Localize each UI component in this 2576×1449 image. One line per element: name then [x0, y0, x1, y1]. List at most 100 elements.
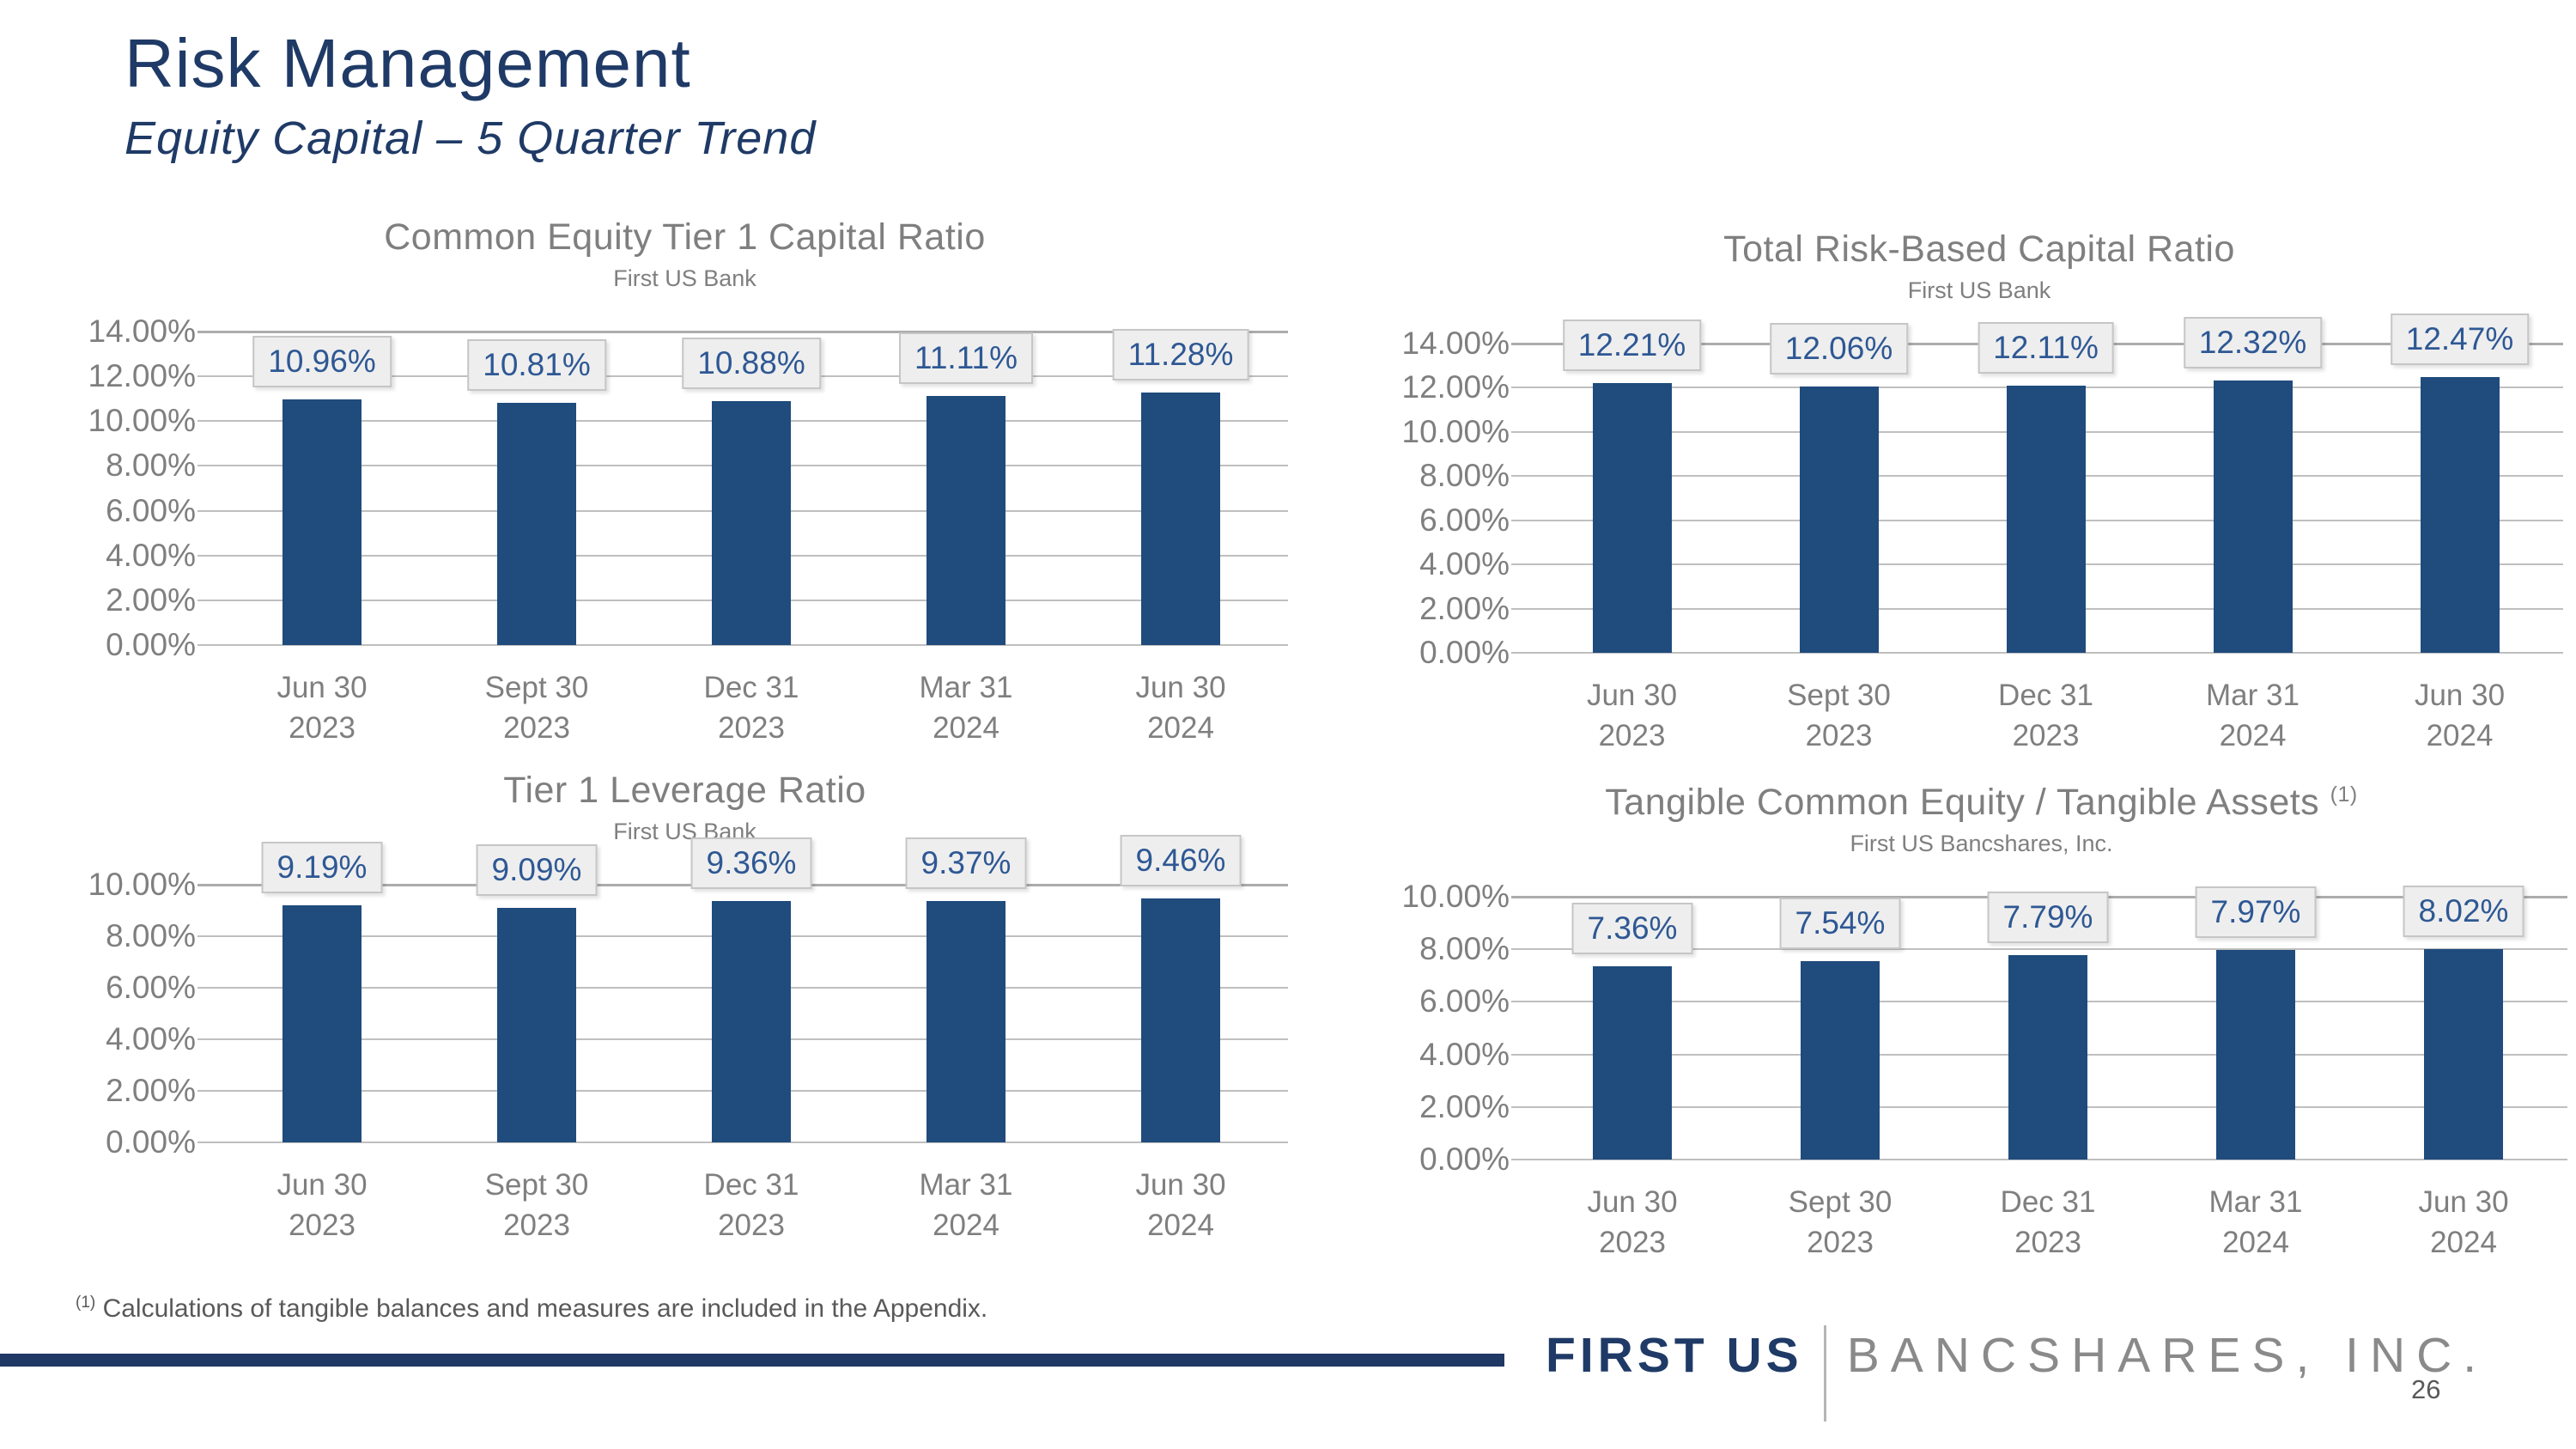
- chart-tangible-common-equity-tangible-assets: Tangible Common Equity / Tangible Assets…: [1395, 782, 2567, 1276]
- bar: [712, 901, 791, 1142]
- data-label: 8.02%: [2403, 885, 2524, 937]
- x-category-label: Mar 31 2024: [920, 667, 1013, 749]
- gridline: [197, 1142, 1288, 1143]
- logo-first-us: FIRST US: [1546, 1328, 1803, 1383]
- x-category-label: Jun 30 2023: [276, 667, 367, 749]
- chart-title-text: Total Risk-Based Capital Ratio: [1723, 228, 2235, 270]
- y-axis-tick-label: 8.00%: [1419, 458, 1510, 494]
- x-category-line: 2024: [933, 1209, 999, 1243]
- x-category-label: Mar 31 2024: [920, 1165, 1013, 1246]
- x-category-line: 2023: [289, 711, 355, 746]
- x-category-label: Jun 30 2024: [2418, 1182, 2508, 1263]
- x-category-label: Jun 30 2024: [1135, 1165, 1225, 1246]
- y-axis-tick-label: 0.00%: [106, 627, 196, 662]
- y-axis-tick-label: 4.00%: [106, 1021, 196, 1056]
- y-axis-tick-label: 4.00%: [1419, 546, 1510, 582]
- gridline: [1511, 652, 2563, 654]
- x-category-line: 2023: [718, 1209, 785, 1243]
- gridline: [1511, 1159, 2567, 1160]
- footnote-marker: (1): [76, 1294, 96, 1312]
- bar: [1593, 965, 1672, 1160]
- y-axis-tick-label: 10.00%: [1401, 879, 1510, 914]
- bar: [1141, 392, 1220, 645]
- data-label: 9.19%: [261, 842, 383, 894]
- x-category-line: 2023: [1805, 719, 1873, 753]
- x-category-line: Jun 30: [276, 1168, 368, 1202]
- y-axis-tick-label: 14.00%: [88, 314, 197, 349]
- chart-title-text: Common Equity Tier 1 Capital Ratio: [384, 216, 986, 258]
- page-title: Risk Management: [125, 25, 691, 101]
- y-axis-tick-label: 0.00%: [1419, 1142, 1510, 1177]
- logo-bancshares-inc: BANCSHARES, INC.: [1846, 1328, 2488, 1383]
- gridline: [1511, 948, 2567, 951]
- bar: [283, 399, 361, 645]
- x-axis-labels: Jun 30 2023 Sept 30 2023 Dec 31 2023 Mar 31 202…: [215, 667, 1288, 762]
- slide-header: Risk Management Equity Capital – 5 Quart…: [125, 24, 816, 165]
- bar: [1801, 961, 1880, 1160]
- bar: [283, 905, 361, 1142]
- y-axis-tick-label: 0.00%: [106, 1124, 196, 1160]
- data-label: 12.11%: [1978, 321, 2114, 374]
- bar: [2424, 948, 2503, 1160]
- bar: [927, 396, 1005, 645]
- data-label: 12.06%: [1769, 322, 1909, 374]
- page-subtitle: Equity Capital – 5 Quarter Trend: [125, 113, 817, 164]
- x-category-line: Dec 31: [2000, 1185, 2096, 1219]
- gridline: [197, 331, 1288, 333]
- footer-rule: [0, 1354, 1504, 1367]
- x-category-line: Jun 30: [1135, 671, 1226, 704]
- chart-title-text: Tier 1 Leverage Ratio: [503, 770, 866, 811]
- x-category-label: Dec 31 2023: [1998, 675, 2093, 757]
- y-axis-tick-label: 10.00%: [88, 403, 197, 439]
- x-category-line: Dec 31: [703, 1168, 799, 1202]
- x-axis-labels: Jun 30 2023 Sept 30 2023 Dec 31 2023 Mar 31 202…: [1528, 675, 2563, 770]
- x-category-line: Sept 30: [1788, 1185, 1893, 1219]
- x-category-line: Jun 30: [2418, 1185, 2509, 1219]
- data-label: 10.81%: [467, 339, 606, 392]
- bar: [1799, 386, 1879, 653]
- data-label: 10.96%: [252, 336, 392, 388]
- y-axis-tick-label: 4.00%: [106, 537, 196, 573]
- y-axis-tick-label: 10.00%: [88, 867, 197, 902]
- x-category-line: 2024: [2426, 719, 2494, 753]
- chart-total-risk-based-capital-ratio: Total Risk-Based Capital Ratio First US …: [1395, 228, 2563, 770]
- x-category-line: Sept 30: [1787, 679, 1891, 712]
- bar: [497, 908, 576, 1142]
- bar: [2213, 381, 2293, 653]
- bar: [2216, 950, 2295, 1160]
- x-category-line: 2024: [2430, 1226, 2497, 1260]
- data-label: 9.36%: [690, 837, 812, 890]
- chart-subtitle: First US Bancshares, Inc.: [1850, 831, 2113, 856]
- x-category-line: 2023: [1599, 1226, 1666, 1260]
- data-label: 12.21%: [1562, 320, 1702, 372]
- y-axis-tick-label: 6.00%: [106, 492, 196, 528]
- y-axis-tick-label: 8.00%: [1419, 931, 1510, 967]
- bar: [1592, 383, 1672, 653]
- chart-common-equity-tier-1-capital-ratio: Common Equity Tier 1 Capital Ratio First…: [82, 216, 1288, 762]
- bar: [1141, 898, 1220, 1142]
- y-axis-tick-label: 8.00%: [106, 918, 196, 953]
- chart-title: Total Risk-Based Capital Ratio: [1395, 228, 2563, 271]
- bar: [497, 403, 576, 645]
- y-axis-tick-label: 12.00%: [1401, 369, 1510, 405]
- x-category-label: Sept 30 2023: [485, 667, 589, 749]
- x-category-label: Jun 30 2024: [1135, 667, 1225, 749]
- x-category-line: 2023: [503, 1209, 570, 1243]
- x-category-line: 2023: [718, 711, 785, 746]
- x-category-line: 2024: [1147, 711, 1214, 746]
- y-axis-tick-label: 2.00%: [1419, 590, 1510, 626]
- x-category-line: Mar 31: [2206, 679, 2300, 712]
- chart-title: Tangible Common Equity / Tangible Assets…: [1395, 782, 2567, 824]
- x-category-label: Jun 30 2023: [1587, 1182, 1677, 1263]
- x-category-line: 2024: [933, 711, 999, 746]
- y-axis-tick-label: 6.00%: [106, 970, 196, 1005]
- x-category-line: 2023: [2012, 719, 2080, 753]
- footnote: (1) Calculations of tangible balances an…: [76, 1294, 987, 1324]
- data-label: 7.54%: [1779, 898, 1901, 950]
- y-axis-tick-label: 2.00%: [1419, 1088, 1510, 1124]
- company-logo: FIRST US BANCSHARES, INC.: [1546, 1325, 2488, 1422]
- y-axis-tick-label: 2.00%: [106, 1073, 196, 1108]
- x-category-line: 2023: [289, 1209, 355, 1243]
- data-label: 11.28%: [1112, 328, 1249, 381]
- bar: [2008, 954, 2087, 1160]
